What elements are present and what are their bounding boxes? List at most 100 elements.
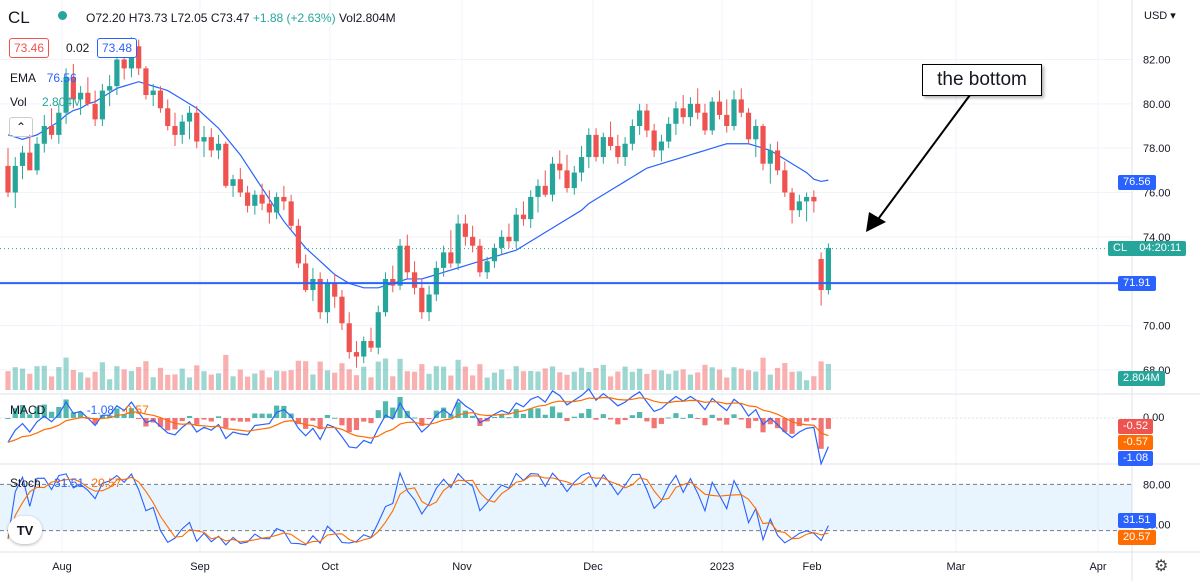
candle (578, 145, 585, 182)
time-tick-label: Aug (52, 561, 72, 573)
ema-legend[interactable]: EMA 76.56 (10, 71, 77, 85)
spread-value: 0.02 (66, 41, 90, 55)
candle-body (215, 143, 222, 151)
candlestick-series (5, 37, 831, 368)
volume-bar (433, 366, 439, 390)
volume-bar (324, 370, 331, 390)
macd-histogram-bar (644, 418, 650, 422)
buy-price-button[interactable]: 73.48 (97, 38, 138, 58)
macd-histogram-bar (615, 418, 621, 425)
candle-body (121, 59, 127, 69)
volume-bar (695, 372, 701, 390)
macd-histogram-bar (789, 418, 795, 434)
volume-bar (411, 371, 418, 390)
volume-bar (150, 377, 156, 390)
symbol-title[interactable]: CL (8, 8, 30, 27)
macd-histogram-bar (745, 418, 752, 429)
macd-histogram-bar (520, 413, 527, 418)
line-level-tag: 71.91 (1118, 276, 1156, 291)
candle (818, 252, 824, 306)
candle-body (63, 77, 69, 113)
settings-gear-icon[interactable]: ⚙ (1154, 558, 1169, 575)
volume-legend[interactable]: Vol 2.804M (10, 95, 82, 109)
candle-body (738, 99, 744, 113)
candle-body (448, 252, 454, 264)
macd-histogram-bar (666, 417, 672, 419)
macd-histogram-bar (687, 414, 694, 418)
macd-histogram-bar (107, 415, 113, 418)
candle-body (27, 152, 33, 171)
volume-bar (607, 376, 614, 390)
macd-histogram-bar (194, 418, 200, 425)
candle (557, 150, 563, 180)
volume-bar (99, 362, 105, 390)
macd-histogram-bar (564, 418, 570, 422)
macd-histogram-bar (353, 418, 360, 431)
bar-countdown: 04:20:11 (1139, 242, 1182, 254)
volume-bar (107, 379, 113, 390)
volume-bar (419, 364, 425, 390)
macd-histogram-bar (252, 413, 258, 418)
macd-histogram-bar (303, 418, 309, 429)
currency-selector[interactable]: USD ▾ (1144, 10, 1176, 22)
volume-bar (571, 371, 577, 390)
close-value: C73.47 (210, 11, 250, 25)
ema-price-tag: 76.56 (1118, 175, 1156, 190)
volume-bar (491, 372, 498, 390)
macd-histogram-bar (165, 418, 171, 431)
candle-body (499, 236, 505, 248)
candle-body (520, 214, 527, 220)
candle (738, 88, 744, 118)
candle-body (157, 90, 164, 109)
candle (172, 112, 178, 146)
tradingview-logo[interactable]: TV (8, 516, 42, 544)
candle-body (332, 283, 338, 297)
candle (622, 137, 628, 166)
candle-body (557, 163, 563, 171)
annotation-callout[interactable]: the bottom (922, 64, 1042, 96)
macd-legend[interactable]: MACD -1.08 -0.57 (10, 403, 149, 417)
candle (564, 154, 570, 193)
candle-body (114, 59, 120, 87)
volume-bar (542, 368, 548, 390)
candle-body (578, 157, 585, 173)
volume-bar (281, 371, 287, 390)
candle-body (281, 196, 287, 202)
volume-bar (85, 377, 91, 390)
macd-histogram-bar (731, 414, 737, 418)
candle-body (615, 145, 621, 158)
candle-body (622, 143, 628, 158)
candle-body (5, 165, 11, 193)
macd-histogram-bar (724, 418, 730, 425)
price-tick-label: 74.00 (1143, 232, 1171, 244)
candle-body (368, 341, 374, 348)
macd-histogram-bar (774, 418, 781, 429)
collapse-legend-icon[interactable]: ⌃ (9, 117, 33, 137)
stoch-band (0, 484, 1132, 531)
macd-histogram-bar (549, 406, 556, 418)
stoch-legend[interactable]: Stoch 31.51 20.57 (10, 476, 121, 490)
macd-histogram-bar (208, 418, 214, 422)
candle (266, 190, 272, 224)
sell-price-button[interactable]: 73.46 (9, 38, 50, 58)
macd-line (7, 388, 829, 466)
candle (56, 103, 62, 144)
candle-body (811, 196, 817, 202)
macd-histogram-bar (12, 408, 18, 418)
volume-bar (121, 369, 127, 390)
volume-bar (455, 359, 461, 390)
macd-histogram-bar (215, 416, 222, 418)
candle-body (339, 296, 345, 324)
candle-body (506, 236, 512, 242)
candle (5, 148, 11, 197)
macd-histogram-bar (397, 396, 403, 418)
candle (237, 168, 243, 197)
volume-bar (244, 376, 251, 390)
volume-bar (513, 366, 519, 390)
macd-histogram-bar (796, 418, 802, 427)
candle-body (666, 123, 672, 142)
candle-body (680, 108, 686, 118)
candle-body (150, 90, 156, 95)
candle-body (470, 236, 476, 246)
candle-body (56, 112, 62, 135)
